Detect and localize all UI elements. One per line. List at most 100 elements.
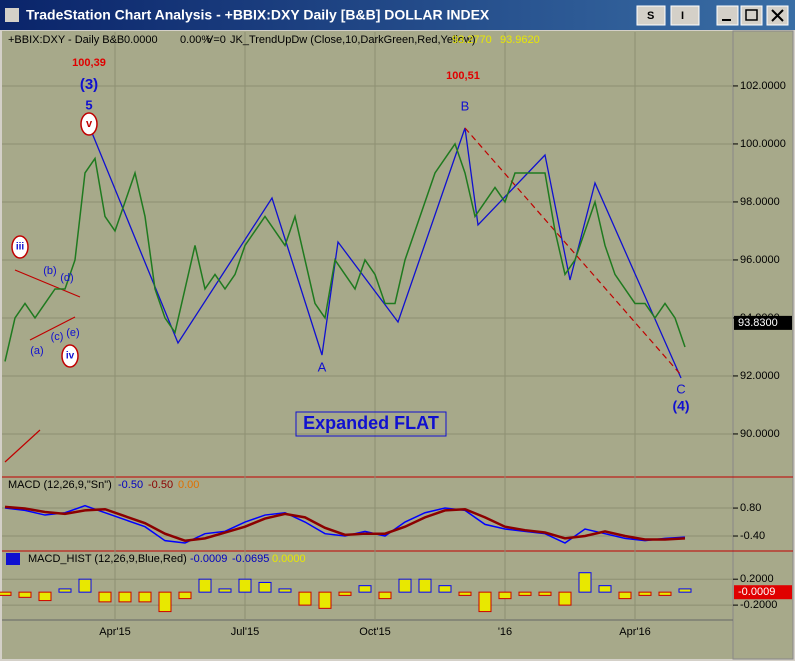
data-line: [4, 505, 686, 542]
hist-bar: [358, 585, 372, 593]
hist-bar: [658, 591, 672, 596]
wave-label: (e): [66, 327, 79, 339]
y-tick-label: 90.0000: [740, 428, 780, 440]
hist-bar: [78, 578, 92, 593]
hist-bar: [238, 578, 252, 593]
wave-label: 100,39: [72, 57, 106, 69]
last-value-label: 93.8300: [738, 317, 778, 329]
legend-text: 0.0000: [272, 553, 306, 565]
x-tick-label: Apr'16: [619, 626, 650, 638]
wave-label: B: [461, 98, 470, 113]
last-value-label: -0.0009: [738, 586, 775, 598]
hist-bar: [118, 591, 132, 603]
hist-bar: [338, 591, 352, 596]
grid-layer: [2, 32, 733, 620]
channel-line: [4, 269, 81, 463]
app-icon: [5, 8, 19, 22]
maximize-button[interactable]: [740, 5, 763, 26]
hist-bar: [158, 591, 172, 613]
hist-bar: [138, 591, 152, 603]
legend-text: 93.9620: [500, 34, 540, 46]
s-button-label: S: [647, 10, 654, 22]
channel-line: [464, 127, 682, 376]
hist-bar: [558, 591, 572, 606]
data-line: [4, 142, 686, 362]
hist-bar: [638, 591, 652, 596]
panel-legends: +BBIX:DXY - Daily B&B 0.0000 0.00%V=0 JK_Tr…: [8, 34, 540, 565]
plot-area: [2, 31, 793, 659]
y-tick-label: 92.0000: [740, 370, 780, 382]
wave-circle: [61, 344, 79, 368]
hist-bar: [538, 591, 552, 596]
hist-bar: [38, 591, 52, 602]
hist-bar: [0, 591, 12, 596]
wave-label: Expanded FLAT: [303, 413, 439, 433]
legend-text: -0.0695: [232, 553, 269, 565]
wave-label: v: [86, 118, 93, 130]
wave-circle: [11, 235, 29, 259]
wave-circle: [80, 112, 98, 136]
legend-text: 0.00: [178, 479, 199, 491]
legend-text: 0.0000: [124, 34, 158, 46]
window-title: TradeStation Chart Analysis - +BBIX:DXY …: [26, 7, 490, 23]
legend-text: MACD (12,26,9,"Sn"): [8, 479, 112, 491]
y-tick-label: 96.0000: [740, 254, 780, 266]
legend-text: V=0: [206, 34, 226, 46]
hist-bar: [578, 572, 592, 593]
legend-text: JK_TrendUpDw (Close,10,DarkGreen,Red,Yel…: [230, 34, 476, 46]
hist-bar: [178, 591, 192, 600]
minimize-button[interactable]: [716, 5, 739, 26]
legend-text: 0.00%: [180, 34, 211, 46]
y-tick-label: -0.2000: [740, 599, 777, 611]
hist-bar: [58, 588, 72, 593]
legend-text: -0.0009: [190, 553, 227, 565]
y-tick-label: 0.80: [740, 502, 761, 514]
wave-label: 5: [85, 97, 92, 112]
maximize-icon: [745, 9, 758, 21]
price-axis-area: [732, 30, 794, 660]
hist-bar: [18, 591, 32, 598]
s-button[interactable]: [636, 5, 666, 26]
hist-bar: [458, 591, 472, 596]
wave-label: A: [318, 359, 327, 374]
legend-text: -0.50: [118, 479, 143, 491]
i-button-label: I: [681, 10, 684, 22]
hist-bar: [278, 588, 292, 593]
x-tick-label: '16: [498, 626, 512, 638]
wave-label: iv: [66, 351, 75, 362]
hist-bar: [318, 591, 332, 609]
wave-label: (a): [30, 345, 43, 357]
hist-bar: [98, 591, 112, 603]
label-box: [295, 411, 447, 437]
y-tick-label: 100.0000: [740, 138, 786, 150]
hist-bar: [678, 588, 692, 593]
hist-bar: [598, 585, 612, 593]
x-tick-label: Apr'15: [99, 626, 130, 638]
legend-swatch: [6, 553, 20, 565]
legend-text: +BBIX:DXY - Daily B&B: [8, 34, 124, 46]
wave-label: C: [676, 381, 685, 396]
hist-bar: [438, 585, 452, 593]
hist-bar: [258, 581, 272, 593]
wave-label: (b): [43, 265, 56, 277]
close-icon: [771, 9, 784, 22]
wave-label: (c): [51, 331, 64, 343]
wave-label: 100,51: [446, 70, 480, 82]
i-button[interactable]: [670, 5, 700, 26]
hist-bar: [398, 578, 412, 593]
hist-bar: [478, 591, 492, 613]
x-tick-label: Jul'15: [231, 626, 259, 638]
y-tick-label: 102.0000: [740, 80, 786, 92]
legend-text: 93.2770: [452, 34, 492, 46]
last-value-box: [734, 585, 792, 600]
y-tick-label: 98.0000: [740, 196, 780, 208]
hist-bar: [298, 591, 312, 606]
hist-bar: [498, 591, 512, 600]
wave-label: (3): [80, 76, 98, 93]
hist-bar: [218, 588, 232, 593]
x-tick-label: Oct'15: [359, 626, 390, 638]
y-tick-label: -0.40: [740, 530, 765, 542]
wave-label: (4): [672, 398, 689, 414]
